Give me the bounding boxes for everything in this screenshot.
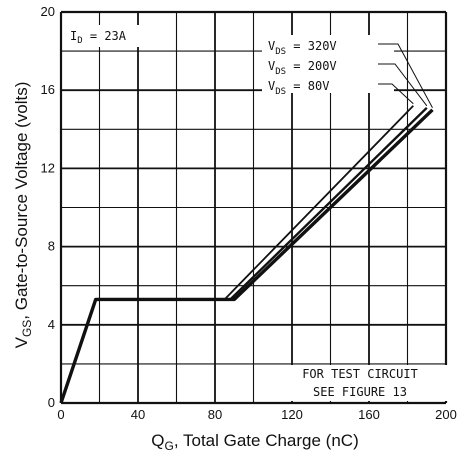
series-labels: VDS = 320V VDS = 200V VDS = 80V [268,39,337,97]
x-axis-subscript: G [165,439,174,453]
note-line-2: SEE FIGURE 13 [313,385,407,399]
x-tick-label: 0 [57,407,64,422]
x-tick-label: 80 [208,407,222,422]
leader-line-0 [378,43,433,109]
condition-subscript: D [77,36,82,46]
note-bg [270,365,450,401]
y-tick-label: 0 [48,395,55,410]
y-tick-label: 12 [41,160,55,175]
series-label-320v: VDS = 320V [268,39,337,57]
series-lines [59,105,434,404]
series-label-200v: VDS = 200V [268,59,337,77]
condition-symbol: I [70,29,77,43]
grid [59,10,448,405]
series-line-2 [60,105,414,404]
x-axis-text: , Total Gate Charge (nC) [174,431,359,450]
leader-line-1 [378,63,428,107]
x-tick-label: 120 [281,407,303,422]
x-tick-label: 200 [435,407,457,422]
leader-line-2 [378,83,414,105]
y-axis-text: , Gate-to-Source Voltage (volts) [12,82,31,320]
series-leader-lines [378,43,433,109]
x-axis-symbol: Q [151,431,164,450]
x-tick-label: 40 [131,407,145,422]
series-label-80v: VDS = 80V [268,79,329,97]
condition-value: = 23A [83,29,127,43]
series-labels-bg [262,35,394,93]
y-axis-subscript: GS [20,320,34,337]
y-tick-label: 20 [41,4,55,19]
x-axis-title: QG, Total Gate Charge (nC) [151,431,358,453]
y-axis-symbol: V [12,336,31,348]
y-tick-label: 4 [48,317,55,332]
y-tick-label: 16 [41,82,55,97]
y-tick-label: 8 [48,239,55,254]
condition-label: ID = 23A [70,29,127,46]
note-line-1: FOR TEST CIRCUIT [302,367,418,381]
condition-label-bg [66,25,156,47]
y-axis-title: VGS, Gate-to-Source Voltage (volts) [12,82,34,349]
x-tick-label: 160 [358,407,380,422]
